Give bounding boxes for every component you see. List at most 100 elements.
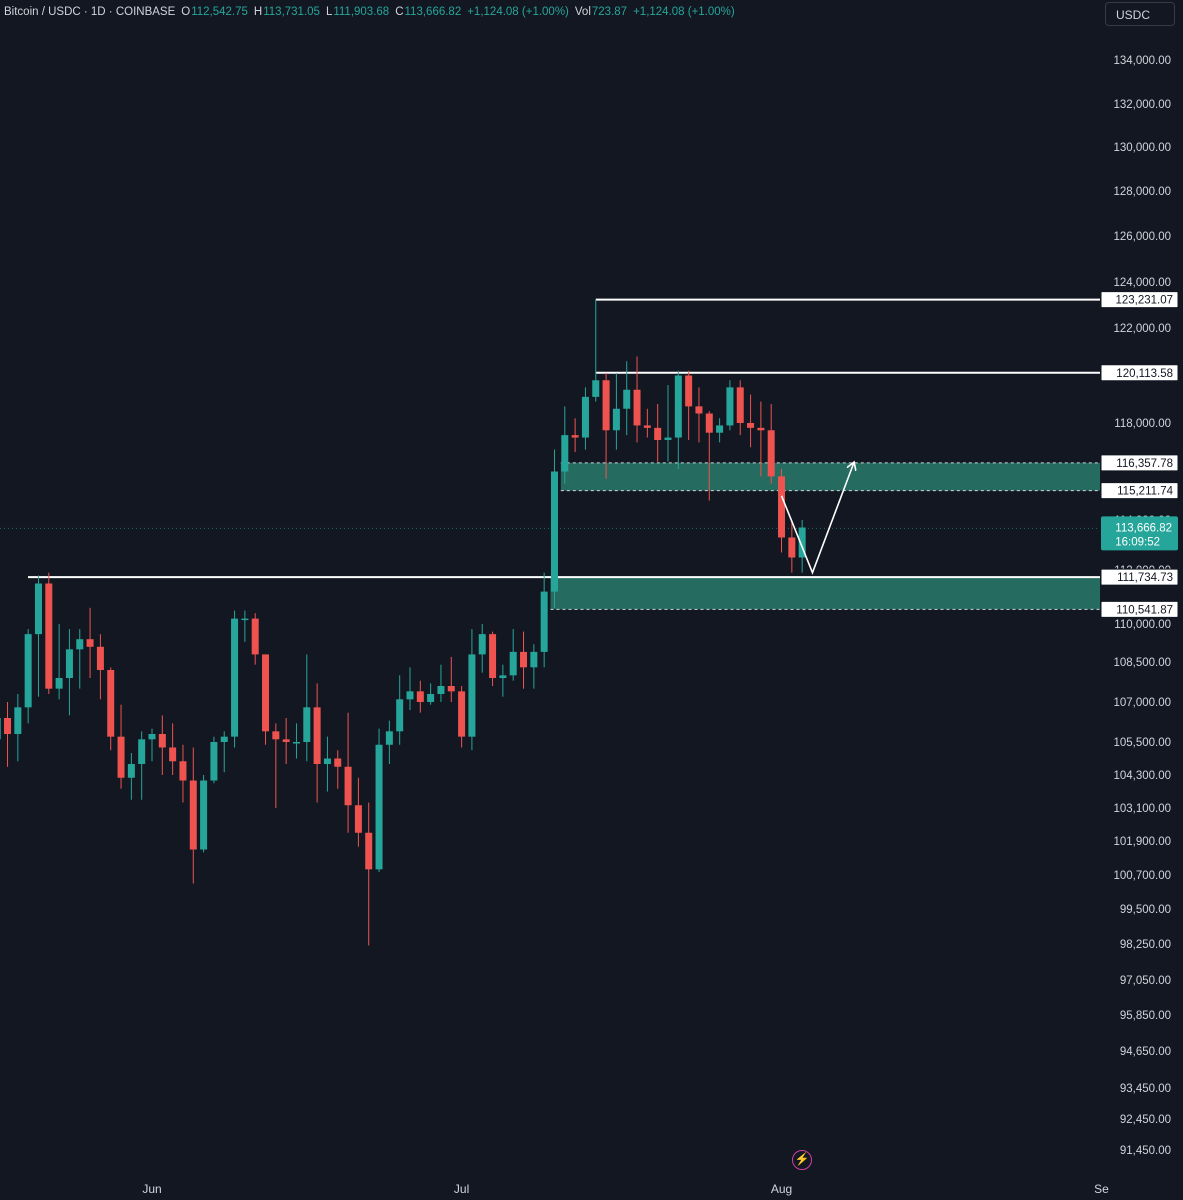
demand-zone [560, 462, 1100, 491]
price-label-text: 110,541.87 [1116, 604, 1173, 616]
candle [334, 750, 342, 789]
y-axis-tick-label: 122,000.00 [1113, 323, 1171, 335]
price-level-label: 115,211.74 [1100, 482, 1179, 500]
candle [571, 418, 579, 453]
vol-value: 723.87 [591, 6, 628, 18]
candle-body [447, 686, 455, 692]
candle-body [747, 423, 755, 428]
candle [323, 736, 331, 792]
demand-zone [550, 577, 1100, 610]
candle-body [262, 654, 270, 732]
candle [34, 575, 42, 697]
candle [262, 654, 270, 745]
candle [0, 718, 1, 740]
candle-body [344, 766, 352, 806]
candle-body [757, 427, 765, 431]
candle-body [427, 694, 435, 702]
candle-body [767, 430, 775, 477]
high-label: H [253, 6, 263, 18]
candle-body [313, 707, 321, 764]
symbol-legend: Bitcoin / USDC · 1D · COINBASE O 112,542.… [4, 6, 735, 18]
y-axis-tick-label: 130,000.00 [1113, 142, 1171, 154]
price-label-text: 123,231.07 [1115, 295, 1173, 307]
candle-body [612, 408, 620, 431]
candle-body [24, 634, 32, 708]
y-axis-tick-label: 126,000.00 [1113, 231, 1171, 243]
candle-body [674, 375, 682, 438]
candle-body [303, 707, 311, 742]
candle-body [365, 832, 373, 870]
candle-body [685, 375, 693, 407]
candle [189, 747, 197, 884]
candle [612, 373, 620, 450]
candle [220, 731, 228, 773]
candle-body [643, 425, 651, 428]
candle [96, 634, 104, 700]
candle [24, 629, 32, 724]
current-price-countdown: 16:09:52 [1115, 536, 1160, 548]
candle [778, 469, 786, 553]
candle [643, 408, 651, 438]
low-label: L [325, 6, 333, 18]
y-axis-tick-label: 108,500.00 [1113, 657, 1171, 669]
candle [685, 370, 693, 440]
currency-button[interactable]: USDC [1105, 2, 1175, 26]
candle-body [468, 654, 476, 737]
price-label-text: 116,357.78 [1116, 458, 1173, 470]
candle [623, 361, 631, 436]
candle-body [633, 389, 641, 426]
y-axis-tick-label: 110,000.00 [1114, 619, 1171, 631]
candle [592, 299, 600, 402]
candle-body [231, 618, 239, 737]
y-axis-tick-label: 97,050.00 [1120, 975, 1171, 987]
price-level-label: 110,541.87 [1100, 600, 1179, 618]
close-value: 113,666.82 [404, 6, 462, 18]
candle [148, 728, 156, 762]
candle-body [138, 739, 146, 764]
candle [127, 753, 135, 800]
candle [489, 631, 497, 686]
candle-body [623, 389, 631, 409]
candle [633, 356, 641, 443]
low-value: 111,903.68 [333, 6, 390, 18]
candle [468, 629, 476, 751]
candle-body [478, 634, 486, 655]
price-label-box [1100, 482, 1179, 500]
candle [540, 572, 548, 668]
y-axis-tick-label: 107,000.00 [1113, 697, 1171, 709]
candle [117, 704, 125, 789]
candle [158, 715, 166, 775]
candle [303, 654, 311, 762]
candle-body [540, 591, 548, 652]
candle-body [581, 396, 589, 438]
candle [530, 644, 538, 689]
lightning-icon[interactable]: ⚡ [792, 1150, 812, 1170]
candle [499, 664, 507, 697]
candle [447, 656, 455, 702]
y-axis-tick-label: 100,700.00 [1113, 870, 1171, 882]
y-axis-tick-label: 94,650.00 [1120, 1046, 1171, 1058]
candle-body [107, 670, 115, 737]
candle [4, 702, 12, 767]
candle-body [550, 471, 558, 592]
candle-body [220, 736, 228, 742]
candle [251, 613, 259, 665]
candle [86, 607, 94, 678]
candle [427, 683, 435, 705]
price-level-label: 111,734.73 [1100, 568, 1179, 586]
candle [561, 406, 569, 484]
y-axis-tick-label: 99,500.00 [1120, 904, 1171, 916]
price-label-text: 115,211.74 [1117, 486, 1173, 498]
price-label-box [1100, 291, 1179, 309]
candle-body [592, 380, 600, 397]
candle [416, 680, 424, 713]
y-axis-tick-label: 105,500.00 [1113, 737, 1171, 749]
change-value: +1,124.08 (+1.00%) [467, 6, 569, 18]
candle-body [45, 583, 53, 689]
candle-body [158, 734, 166, 748]
candle-body [736, 387, 744, 423]
candle-body [34, 583, 42, 635]
candle-body [210, 742, 218, 781]
candle [747, 394, 755, 448]
